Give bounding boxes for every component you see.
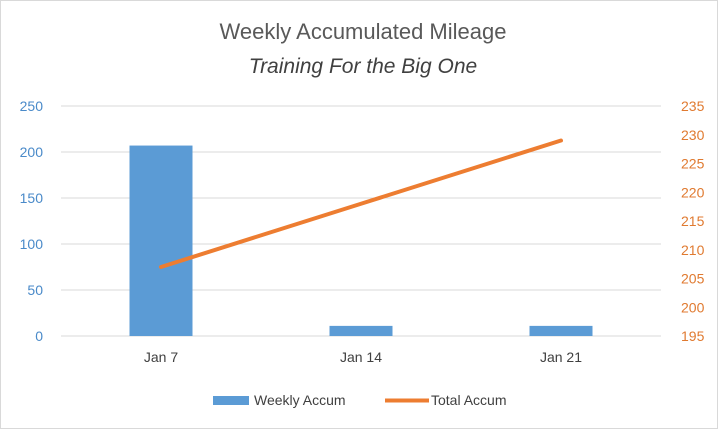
left-axis-tick-label: 100 — [20, 236, 44, 252]
right-axis-tick-label: 195 — [681, 328, 705, 344]
left-axis-tick-label: 150 — [20, 190, 44, 206]
left-axis-ticks: 0 50 100 150 200 250 — [20, 98, 44, 344]
bar-weekly-accum — [529, 325, 593, 336]
weekly-accum-bars — [129, 145, 593, 336]
left-axis-tick-label: 200 — [20, 144, 44, 160]
right-axis-tick-label: 200 — [681, 299, 705, 315]
legend-label-weekly-accum: Weekly Accum — [254, 392, 346, 408]
right-axis-ticks: 195 200 205 210 215 220 225 230 235 — [681, 98, 705, 344]
x-axis-tick-label: Jan 14 — [340, 349, 382, 365]
x-axis-tick-label: Jan 21 — [540, 349, 582, 365]
total-accum-line-group — [159, 138, 563, 269]
left-axis-tick-label: 0 — [35, 328, 43, 344]
line-total-accum — [159, 138, 563, 269]
right-axis-tick-label: 225 — [681, 156, 705, 172]
x-axis-ticks: Jan 7 Jan 14 Jan 21 — [144, 349, 582, 365]
right-axis-tick-label: 205 — [681, 271, 705, 287]
legend-swatch-weekly-accum — [213, 396, 249, 405]
right-axis-tick-label: 210 — [681, 242, 705, 258]
x-axis-tick-label: Jan 7 — [144, 349, 178, 365]
bar-weekly-accum — [329, 325, 393, 336]
legend-label-total-accum: Total Accum — [431, 392, 506, 408]
right-axis-tick-label: 220 — [681, 184, 705, 200]
left-axis-tick-label: 250 — [20, 98, 44, 114]
right-axis-tick-label: 215 — [681, 213, 705, 229]
bar-weekly-accum — [129, 145, 193, 336]
left-axis-tick-label: 50 — [27, 282, 43, 298]
right-axis-tick-label: 235 — [681, 98, 705, 114]
right-axis-tick-label: 230 — [681, 127, 705, 143]
legend: Weekly Accum Total Accum — [213, 392, 506, 408]
chart-subtitle: Training For the Big One — [249, 55, 477, 78]
chart-title: Weekly Accumulated Mileage — [220, 19, 507, 44]
